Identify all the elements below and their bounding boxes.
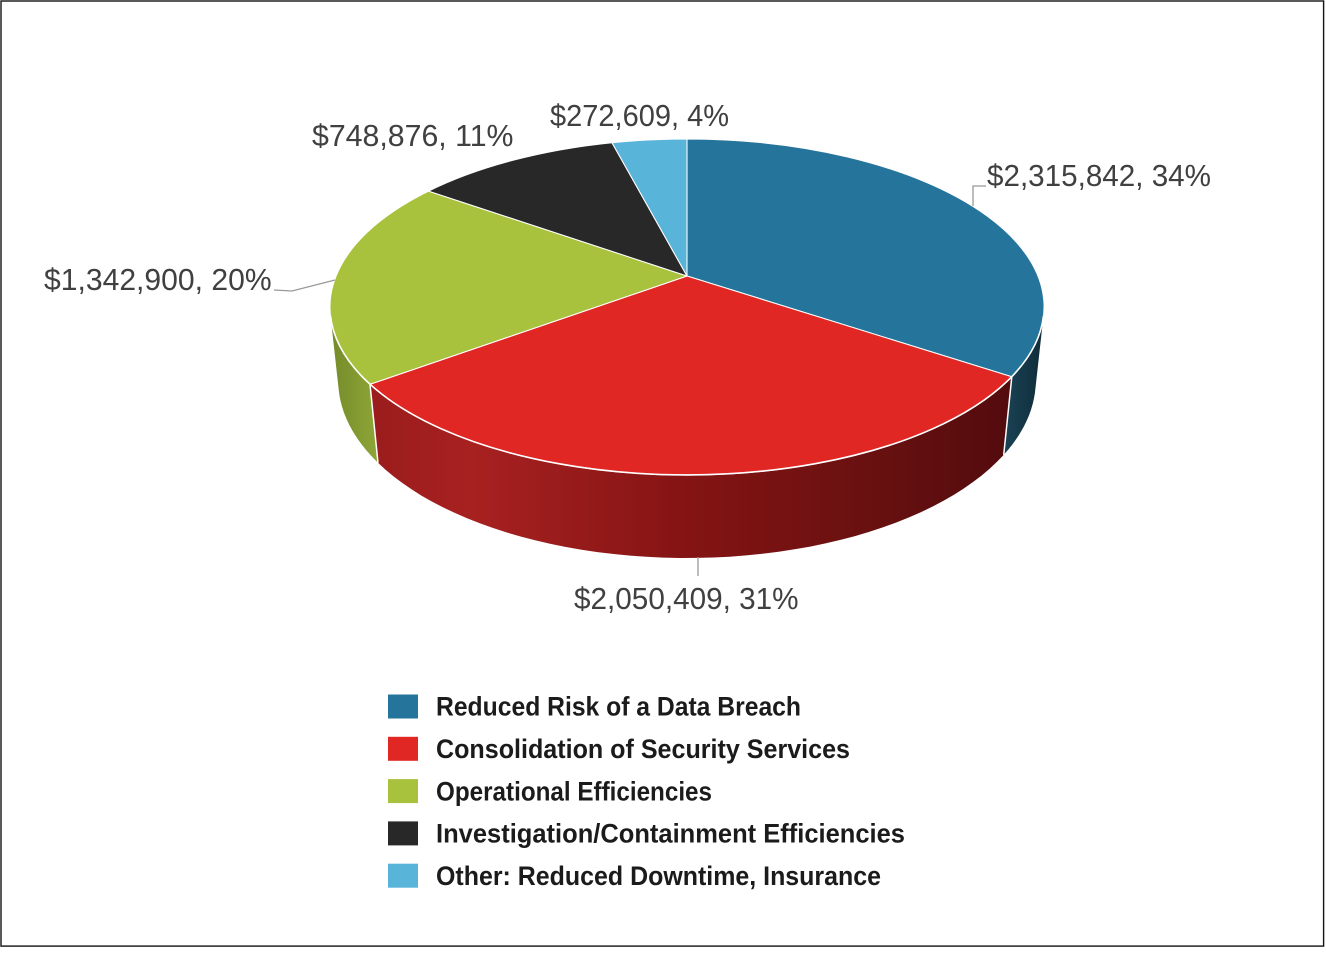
svg-text:$748,876, 11%: $748,876, 11% [312, 118, 514, 153]
svg-text:Operational Efficiencies: Operational Efficiencies [436, 776, 712, 806]
svg-text:Consolidation of Security Serv: Consolidation of Security Services [436, 734, 850, 764]
svg-text:Investigation/Containment Effi: Investigation/Containment Efficiencies [436, 819, 905, 849]
svg-text:$272,609, 4%: $272,609, 4% [550, 98, 729, 133]
svg-text:$2,050,409, 31%: $2,050,409, 31% [574, 581, 799, 616]
svg-text:$1,342,900, 20%: $1,342,900, 20% [44, 262, 272, 297]
svg-text:Reduced Risk of a Data Breach: Reduced Risk of a Data Breach [436, 692, 801, 722]
svg-text:$2,315,842, 34%: $2,315,842, 34% [987, 158, 1211, 193]
svg-text:Other: Reduced Downtime, Insur: Other: Reduced Downtime, Insurance [436, 861, 881, 891]
